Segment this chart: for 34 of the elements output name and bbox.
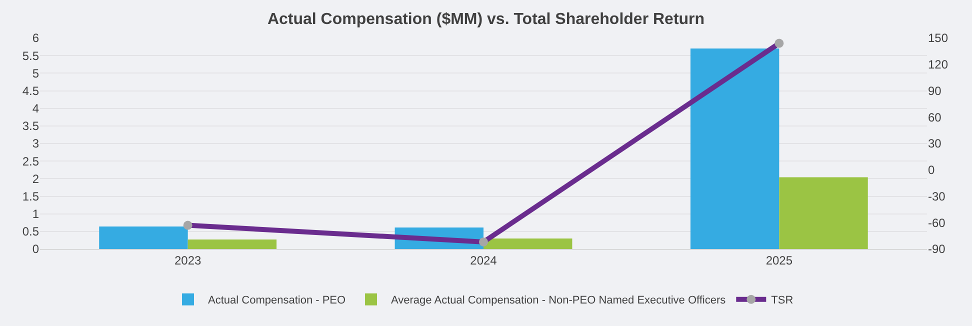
y-tick-label: 5 (32, 66, 40, 80)
y2-tick-label: -60 (928, 216, 946, 230)
y2-tick-label: 30 (928, 136, 942, 151)
y-tick-label: 2 (32, 172, 40, 186)
y-tick-label: 5.5 (22, 48, 40, 63)
bar (99, 226, 188, 249)
y2-tick-label: 150 (928, 31, 948, 46)
y2-tick-label: 90 (928, 84, 942, 98)
bar (779, 177, 868, 249)
y-tick-label: 3.5 (22, 119, 40, 134)
y-tick-label: 3 (32, 136, 40, 151)
bar (484, 238, 572, 249)
y2-tick-label: -30 (928, 189, 946, 204)
y-tick-label: 0 (32, 242, 40, 256)
legend-label: Average Actual Compensation - Non-PEO Named Executive Officers (391, 294, 726, 307)
y-tick-label: 1.5 (22, 189, 40, 204)
y2-tick-label: 60 (928, 110, 942, 124)
y2-tick-label: 120 (928, 58, 948, 72)
x-tick-label: 2023 (174, 253, 202, 268)
x-tick-label: 2024 (470, 253, 498, 268)
y-tick-label: 4.5 (22, 84, 40, 98)
legend-label: Actual Compensation - PEO (208, 294, 346, 307)
y-tick-label: 2.5 (22, 154, 40, 168)
y2-tick-label: -90 (928, 242, 946, 256)
y-tick-label: 1 (32, 207, 40, 222)
y2-tick-label: 0 (928, 163, 935, 178)
y-tick-label: 0.5 (22, 224, 40, 239)
legend-label: TSR (771, 294, 794, 307)
bar (690, 48, 780, 249)
bar (188, 240, 277, 249)
x-tick-label: 2025 (766, 253, 793, 268)
chart-title: Actual Compensation ($MM) vs. Total Shareholder Return (267, 11, 705, 28)
y-tick-label: 6 (32, 31, 40, 46)
y-tick-label: 4 (32, 102, 40, 116)
